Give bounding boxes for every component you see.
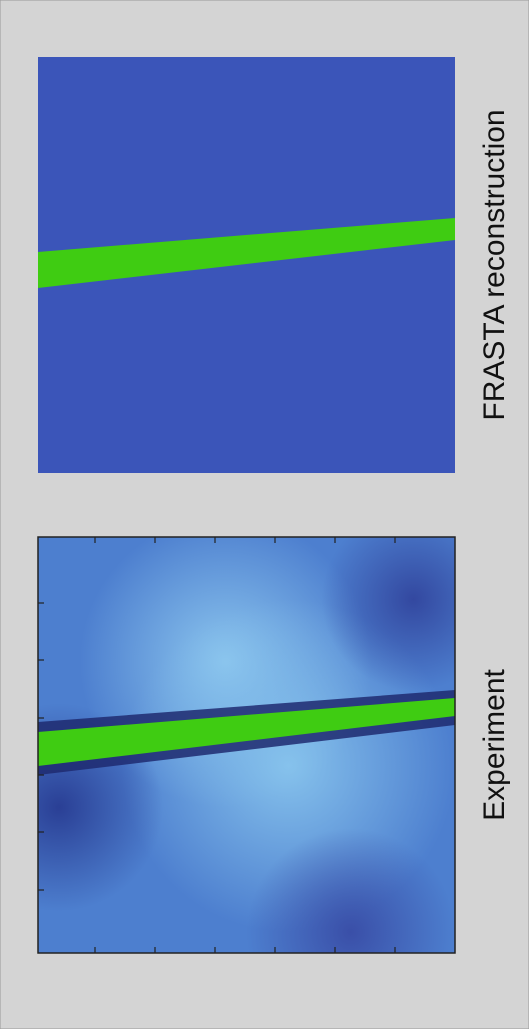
experiment-image — [38, 537, 455, 953]
figure: FRASTA reconstruction Experiment — [0, 0, 529, 1029]
panel-label: Experiment — [478, 668, 511, 820]
panel-label: FRASTA reconstruction — [478, 109, 511, 420]
